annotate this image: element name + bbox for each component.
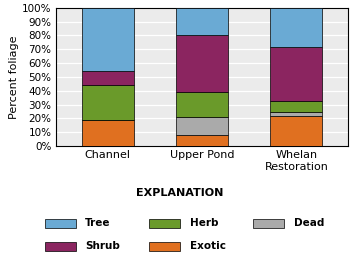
Bar bbox=[176, 117, 228, 135]
Bar bbox=[81, 8, 134, 72]
Bar bbox=[270, 46, 322, 100]
Text: Shrub: Shrub bbox=[85, 241, 120, 251]
FancyBboxPatch shape bbox=[45, 242, 76, 251]
Bar bbox=[176, 135, 228, 146]
Y-axis label: Percent foliage: Percent foliage bbox=[9, 35, 19, 119]
FancyBboxPatch shape bbox=[45, 219, 76, 228]
Text: EXPLANATION: EXPLANATION bbox=[136, 188, 223, 198]
Bar bbox=[270, 8, 322, 46]
Text: Tree: Tree bbox=[85, 218, 111, 228]
Bar bbox=[81, 120, 134, 146]
Bar bbox=[176, 35, 228, 92]
Bar bbox=[81, 72, 134, 85]
Text: Herb: Herb bbox=[190, 218, 218, 228]
Bar bbox=[81, 85, 134, 120]
FancyBboxPatch shape bbox=[149, 242, 180, 251]
Text: Exotic: Exotic bbox=[190, 241, 225, 251]
FancyBboxPatch shape bbox=[149, 219, 180, 228]
Text: Dead: Dead bbox=[294, 218, 324, 228]
Bar bbox=[270, 100, 322, 112]
FancyBboxPatch shape bbox=[253, 219, 284, 228]
Bar bbox=[270, 112, 322, 116]
Bar bbox=[270, 116, 322, 146]
Bar bbox=[176, 8, 228, 35]
Bar bbox=[176, 92, 228, 117]
